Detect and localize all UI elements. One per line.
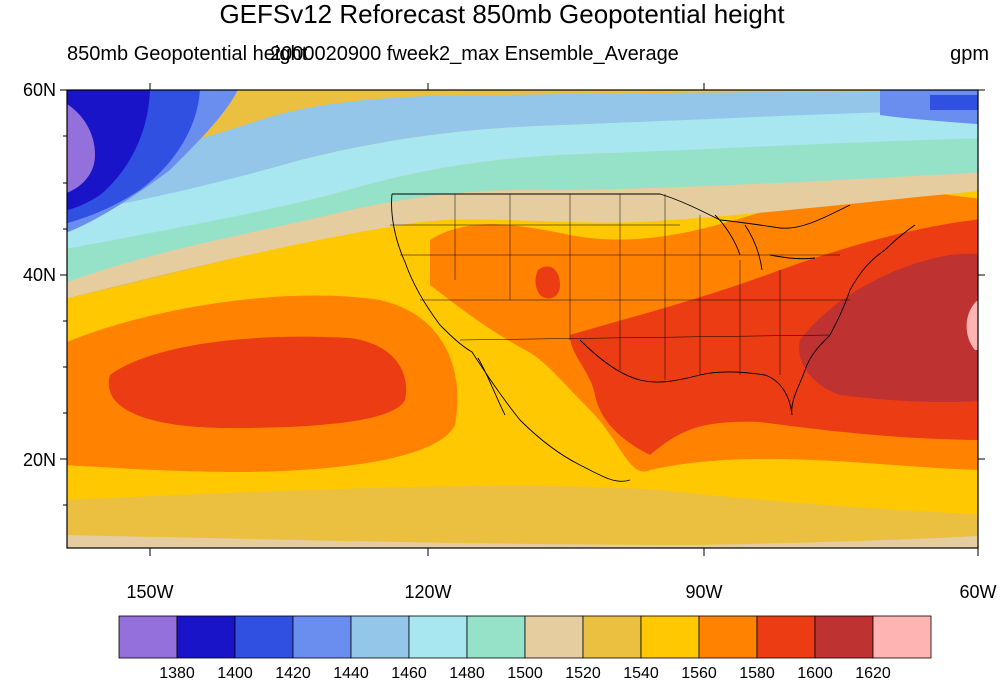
map-title: GEFSv12 Reforecast 850mb Geopotential he… [219,0,785,29]
colorbar-swatch [176,615,236,659]
band-1480 [67,108,978,249]
units-label: gpm [950,43,989,65]
band-1400 [67,90,150,211]
colorbar-label: 1380 [159,665,195,682]
rockies-blob [465,228,551,285]
colorbar-label: 1600 [797,665,833,682]
colorbar-label: 1540 [623,665,659,682]
band-1380 [67,104,95,193]
baja-peninsula [477,357,506,416]
colorbar-label: 1580 [739,665,775,682]
band-1640 [966,300,978,350]
band-1520 [67,170,978,299]
band-1520-south [67,535,978,548]
lon-tick-marks [149,83,979,556]
colorbar-label: 1440 [333,665,369,682]
colorbar-swatch [234,615,294,659]
lon-label-60w: 60W [959,582,996,602]
colorbar-swatch [350,615,410,659]
colorbar-swatch [640,615,700,659]
great-lakes [714,214,816,271]
rockies-red [535,266,560,299]
colorbar-label: 1480 [449,665,485,682]
lat-tick-marks [60,89,985,506]
colorbar: 1380 1400 1420 1440 1460 1480 1500 1520 1540 1560… [118,615,932,682]
variable-label: 850mb Geopotential height [67,43,308,65]
colorbar-swatch [118,615,178,659]
gulf-coast [579,334,831,416]
colorbar-swatch [814,615,874,659]
colorbar-swatch [756,615,816,659]
band-1540-south [67,485,978,548]
colorbar-label: 1560 [681,665,717,682]
west-coast [391,193,631,482]
us-canada-border [392,193,851,229]
lat-label-60n: 60N [23,80,56,100]
colorbar-label: 1400 [217,665,253,682]
colorbar-label: 1460 [391,665,427,682]
lon-label-120w: 120W [404,582,451,602]
contour-field [67,90,978,548]
band-1460 [67,90,978,214]
lon-label-150w: 150W [126,582,173,602]
colorbar-swatch [698,615,758,659]
colorbar-swatch [582,615,642,659]
colorbar-label: 1420 [275,665,311,682]
band-1620 [799,253,978,403]
coastlines [391,193,916,482]
lat-label-40n: 40N [23,265,56,285]
band-1500 [67,135,978,283]
lon-label-90w: 90W [685,582,722,602]
state-boundaries [390,194,850,380]
state-line [459,334,831,341]
colorbar-swatch [292,615,352,659]
lat-label-20n: 20N [23,450,56,470]
colorbar-swatch [524,615,584,659]
colorbar-label: 1520 [565,665,601,682]
colorbar-swatch [466,615,526,659]
colorbar-swatch [408,615,468,659]
east-coast [829,224,916,336]
run-info-label: 2000020900 fweek2_max Ensemble_Average [270,43,679,65]
map-frame [66,89,979,549]
colorbar-label: 1500 [507,665,543,682]
band-1420-ne [930,95,978,110]
colorbar-label: 1620 [855,665,891,682]
band-1600-pacific [108,336,407,428]
colorbar-swatch [872,615,932,659]
